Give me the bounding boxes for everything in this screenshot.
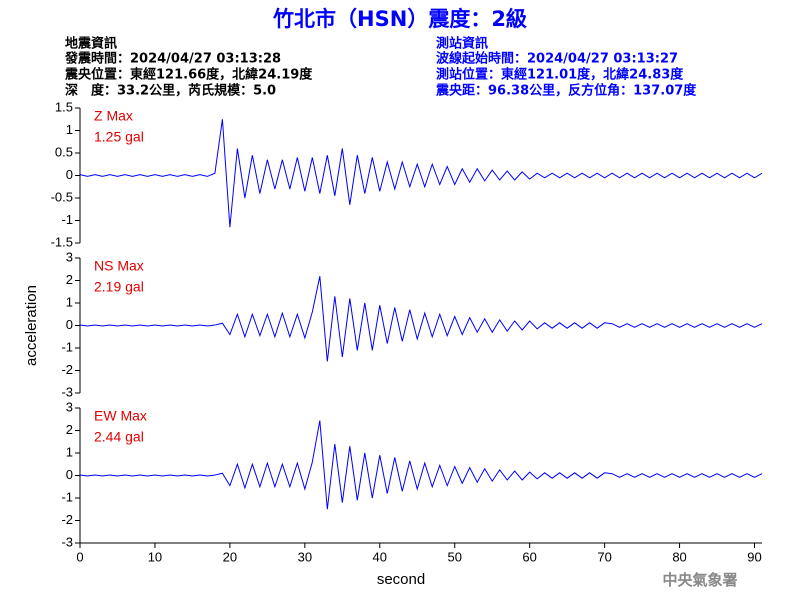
info-line: 測站位置：東經121.01度，北緯24.83度 [436,67,684,83]
info-line: 波線起始時間：2024/04/27 03:13:27 [436,51,678,67]
y-tick-label: 0 [66,467,73,482]
x-tick-label: 40 [373,549,387,564]
y-axis-label: acceleration [23,285,40,366]
y-tick-label: -3 [61,384,73,399]
info-line: 震央位置：東經121.66度，北緯24.19度 [64,67,313,83]
y-tick-label: 1.5 [55,99,73,114]
x-axis-label: second [377,571,425,588]
y-tick-label: 2 [66,272,73,287]
max-label: 2.44 gal [94,429,144,445]
y-tick-label: 2 [66,422,73,437]
x-tick-label: 60 [522,549,536,564]
x-tick-label: 80 [672,549,686,564]
y-tick-label: -3 [61,534,73,549]
y-tick-label: -1.5 [51,234,73,249]
info-line: 地震資訊 [65,36,117,52]
x-tick-label: 30 [298,549,312,564]
info-line: 發震時間：2024/04/27 03:13:28 [64,51,281,67]
y-tick-label: 0.5 [55,144,73,159]
x-tick-label: 20 [223,549,237,564]
y-tick-label: -0.5 [51,189,73,204]
watermark: 中央氣象署 [662,571,737,589]
y-tick-label: -1 [61,489,73,504]
max-label: EW Max [94,408,147,424]
x-tick-label: 10 [148,549,162,564]
x-tick-label: 0 [76,549,83,564]
y-tick-label: -1 [61,339,73,354]
chart-title: 竹北市（HSN）震度：2級 [272,7,527,31]
waveform [79,420,763,510]
waveform [79,119,763,228]
waveform [79,276,763,362]
max-label: 1.25 gal [94,129,144,145]
y-tick-label: 1 [66,444,73,459]
y-tick-label: -2 [61,512,73,527]
y-tick-label: 1 [66,294,73,309]
max-label: 2.19 gal [94,279,144,295]
info-line: 深 度：33.2公里，芮氏規模：5.0 [65,83,276,99]
info-line: 震央距：96.38公里，反方位角：137.07度 [435,83,697,99]
y-tick-label: 3 [66,249,73,264]
max-label: NS Max [94,258,144,274]
info-line: 測站資訊 [436,36,488,52]
y-tick-label: 0 [66,317,73,332]
x-tick-label: 90 [747,549,761,564]
y-tick-label: 3 [66,399,73,414]
x-tick-label: 50 [447,549,461,564]
max-label: Z Max [94,108,133,124]
y-tick-label: -1 [61,212,73,227]
x-tick-label: 70 [597,549,611,564]
y-tick-label: 1 [66,122,73,137]
y-tick-label: -2 [61,362,73,377]
y-tick-label: 0 [66,167,73,182]
